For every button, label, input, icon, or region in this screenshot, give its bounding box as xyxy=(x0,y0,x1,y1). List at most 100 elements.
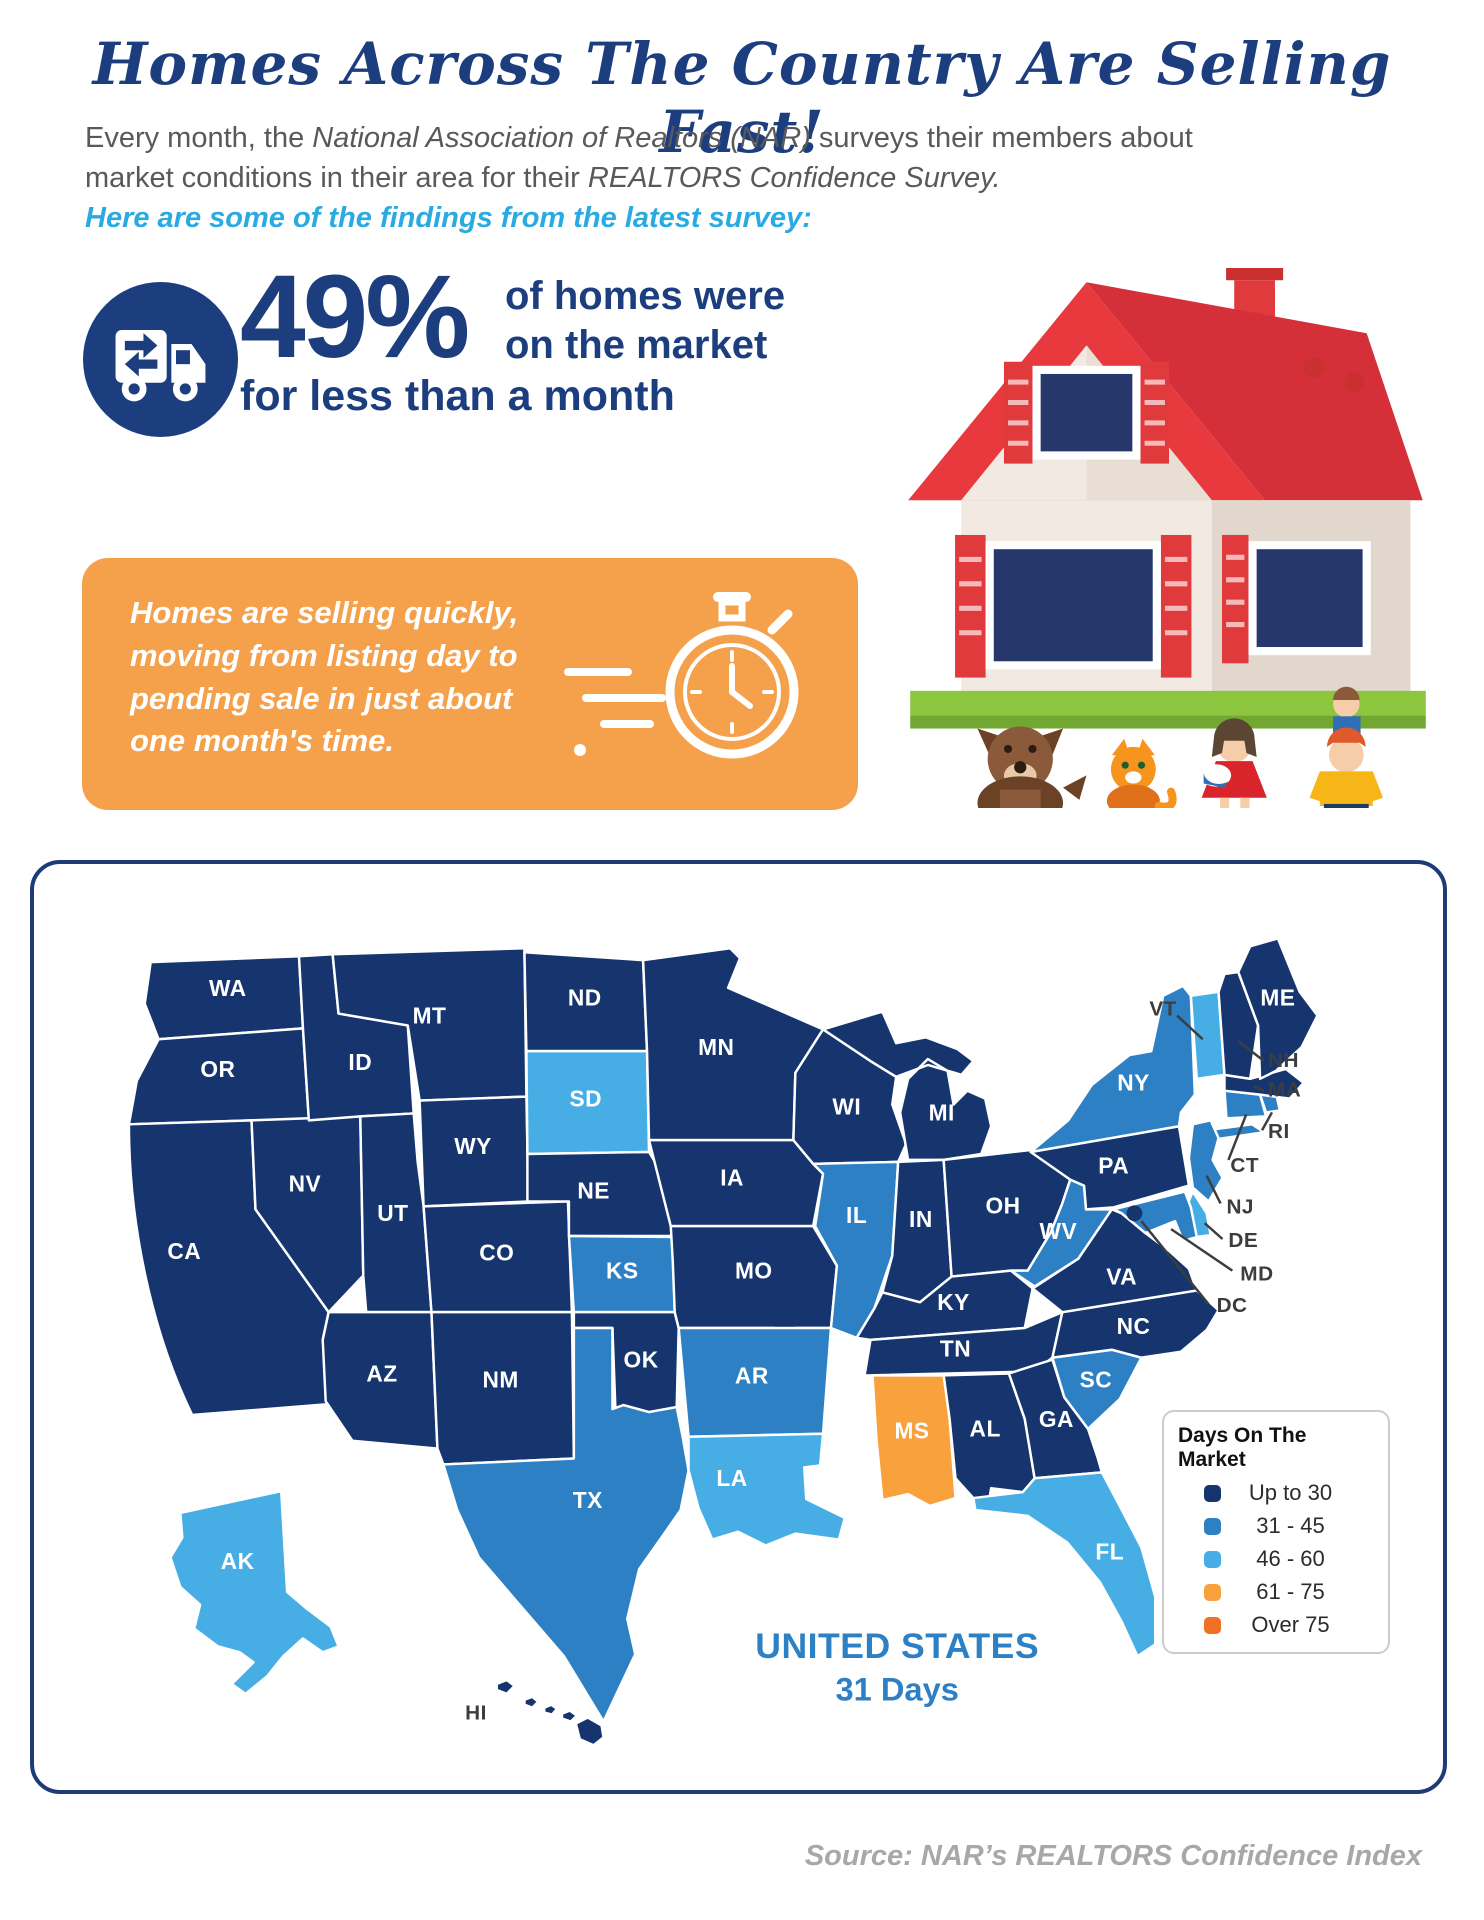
house-icon xyxy=(908,268,1426,729)
state-label-VT: VT xyxy=(1149,998,1177,1021)
state-LA xyxy=(687,1432,847,1547)
stopwatch-icon xyxy=(550,580,840,788)
state-label-MI: MI xyxy=(929,1099,955,1125)
state-label-PA: PA xyxy=(1098,1153,1129,1179)
state-label-CT: CT xyxy=(1230,1154,1259,1177)
callout-line-MD xyxy=(1170,1228,1234,1272)
page-title: Homes Across The Country Are Selling Fas… xyxy=(92,30,1392,166)
callout-line-NH xyxy=(1237,1040,1265,1063)
legend-label: 61 - 75 xyxy=(1256,1579,1325,1604)
state-label-ME: ME xyxy=(1260,985,1295,1011)
legend-item-4: Over 75 xyxy=(1204,1612,1378,1638)
state-label-LA: LA xyxy=(716,1465,747,1491)
state-label-WA: WA xyxy=(209,975,247,1001)
state-label-ID: ID xyxy=(348,1049,372,1075)
state-label-MS: MS xyxy=(894,1418,929,1444)
legend-swatch xyxy=(1204,1616,1221,1634)
state-label-MD: MD xyxy=(1240,1263,1273,1286)
left-window-icon xyxy=(955,534,1192,678)
state-MD xyxy=(1112,1190,1199,1243)
right-window-icon xyxy=(1222,534,1371,664)
stat-line3: for less than a month xyxy=(240,372,675,420)
state-ME xyxy=(1237,937,1319,1081)
state-label-GA: GA xyxy=(1039,1406,1074,1432)
state-label-MT: MT xyxy=(413,1002,447,1028)
state-label-CA: CA xyxy=(167,1238,201,1264)
state-label-KY: KY xyxy=(937,1289,970,1315)
state-label-AZ: AZ xyxy=(366,1360,397,1386)
legend-swatch xyxy=(1204,1550,1221,1568)
state-label-NV: NV xyxy=(289,1171,322,1197)
map-legend: Days On The Market Up to 30 31 - 45 46 - 6… xyxy=(1162,1410,1390,1654)
mother-icon xyxy=(1200,718,1267,818)
legend-item-2: 46 - 60 xyxy=(1204,1546,1378,1572)
state-label-NM: NM xyxy=(483,1366,519,1392)
state-label-NJ: NJ xyxy=(1226,1195,1254,1218)
state-label-TX: TX xyxy=(573,1487,603,1513)
state-AK xyxy=(169,1489,340,1696)
state-label-OR: OR xyxy=(200,1056,235,1082)
state-label-HI: HI xyxy=(465,1702,487,1725)
stat-lines: of homes were on the market xyxy=(505,272,785,370)
state-label-SD: SD xyxy=(569,1086,602,1112)
legend-item-3: 61 - 75 xyxy=(1204,1579,1378,1605)
state-label-NC: NC xyxy=(1117,1313,1151,1339)
state-label-ND: ND xyxy=(568,985,602,1011)
callout-line-RI xyxy=(1260,1111,1274,1131)
state-MA xyxy=(1223,1067,1305,1100)
moving-truck-icon xyxy=(83,282,238,437)
state-label-VA: VA xyxy=(1106,1263,1137,1289)
state-HI xyxy=(495,1678,605,1747)
callout-line-MA xyxy=(1253,1085,1265,1092)
state-label-NY: NY xyxy=(1117,1070,1150,1096)
state-label-DE: DE xyxy=(1228,1229,1258,1252)
legend-swatch xyxy=(1204,1517,1221,1535)
state-MI xyxy=(821,1010,993,1162)
legend-swatch xyxy=(1204,1484,1221,1502)
intro-italic-survey: REALTORS Confidence Survey. xyxy=(587,162,1001,195)
legend-swatch xyxy=(1204,1583,1221,1601)
state-label-OH: OH xyxy=(985,1192,1020,1218)
us-choropleth-map: WA OR CA NV ID MT WY UT CO AZ NM ND SD NE KS OK TX MN IA MO… xyxy=(127,937,1319,1747)
callout-line-DE xyxy=(1203,1222,1224,1240)
callout-line-VT xyxy=(1176,1014,1204,1041)
cat-icon xyxy=(1106,738,1177,818)
callout-line-CT xyxy=(1227,1113,1248,1161)
findings-subheading: Here are some of the findings from the l… xyxy=(85,202,812,234)
state-label-WY: WY xyxy=(454,1133,492,1159)
legend-item-1: 31 - 45 xyxy=(1204,1513,1378,1539)
legend-label: Up to 30 xyxy=(1248,1480,1333,1505)
state-label-NE: NE xyxy=(577,1177,610,1203)
state-label-MN: MN xyxy=(698,1034,734,1060)
state-label-UT: UT xyxy=(377,1200,408,1226)
intro-italic-nar: National Association of Realtors (NAR) xyxy=(312,122,811,154)
state-label-RI: RI xyxy=(1268,1120,1290,1143)
stat-line1: of homes were xyxy=(505,274,786,318)
state-label-NH: NH xyxy=(1268,1049,1299,1072)
legend-label: 31 - 45 xyxy=(1256,1513,1325,1538)
legend-label: 46 - 60 xyxy=(1256,1546,1325,1571)
state-label-CO: CO xyxy=(479,1240,514,1266)
hero-section: Homes Across The Country Are Selling Fas… xyxy=(0,0,1484,860)
state-label-FL: FL xyxy=(1095,1538,1124,1564)
state-DC-dot xyxy=(1126,1205,1143,1222)
state-label-MO: MO xyxy=(735,1258,773,1284)
state-label-SC: SC xyxy=(1080,1366,1113,1392)
state-label-AR: AR xyxy=(735,1362,769,1388)
state-label-IL: IL xyxy=(846,1202,867,1228)
state-label-AK: AK xyxy=(221,1548,255,1574)
state-TX xyxy=(442,1326,690,1723)
callout-text: Homes are selling quickly, moving from l… xyxy=(130,595,519,759)
state-label-TN: TN xyxy=(940,1336,971,1362)
state-label-WI: WI xyxy=(832,1093,861,1119)
stat-line2: on the market xyxy=(505,322,768,367)
intro-text: surveys their members about market condi… xyxy=(85,122,1193,195)
intro-text: Every month, the xyxy=(85,122,313,154)
callout-line-DC xyxy=(1140,1220,1210,1306)
orange-callout: Homes are selling quickly, moving from l… xyxy=(82,558,858,810)
state-NJ xyxy=(1187,1119,1224,1203)
dog-icon xyxy=(977,726,1087,830)
state-label-MA: MA xyxy=(1268,1079,1301,1102)
state-PA xyxy=(1029,1125,1191,1211)
us-total-days: 31 Days xyxy=(836,1671,959,1708)
